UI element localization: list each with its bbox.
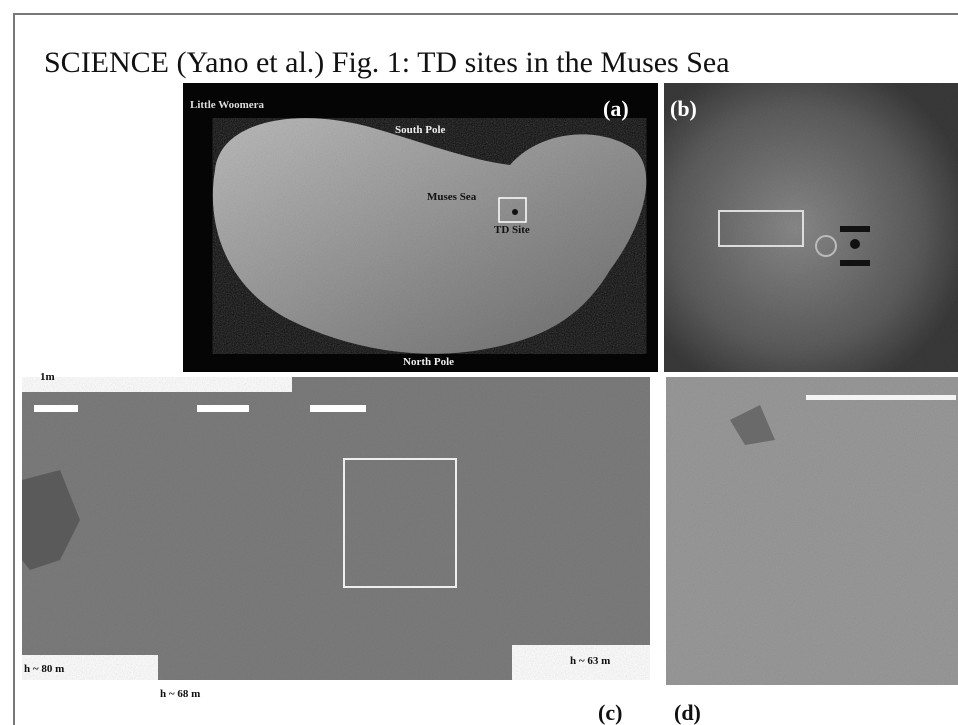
- annotation: h ~ 80 m: [24, 663, 64, 675]
- panel-b: (b): [664, 83, 958, 372]
- annotation: TD Site: [494, 224, 530, 236]
- annotation: South Pole: [395, 124, 446, 136]
- panel-d: (d): [666, 377, 958, 725]
- panel-a: (a) Little Woomera South Pole Muses Sea …: [183, 83, 658, 372]
- figure-title: SCIENCE (Yano et al.) Fig. 1: TD sites i…: [44, 46, 730, 79]
- annotation: Muses Sea: [427, 191, 477, 203]
- panel-label: (a): [603, 96, 629, 121]
- panel-c: 1m h ~ 80 m h ~ 68 m h ~ 63 m (c): [22, 371, 650, 725]
- annotation: North Pole: [403, 356, 454, 368]
- panel-label: (d): [674, 700, 701, 725]
- panel-label: (c): [598, 700, 622, 725]
- annotation: h ~ 68 m: [160, 688, 200, 700]
- page: {"header": {"title": "SCIENCE (Yano et a…: [0, 0, 958, 725]
- scale-label: 1m: [40, 371, 55, 383]
- annotation: Little Woomera: [190, 99, 265, 111]
- annotation: h ~ 63 m: [570, 655, 610, 667]
- panel-label: (b): [670, 96, 697, 121]
- figure: SCIENCE (Yano et al.) Fig. 1: TD sites i…: [0, 0, 958, 725]
